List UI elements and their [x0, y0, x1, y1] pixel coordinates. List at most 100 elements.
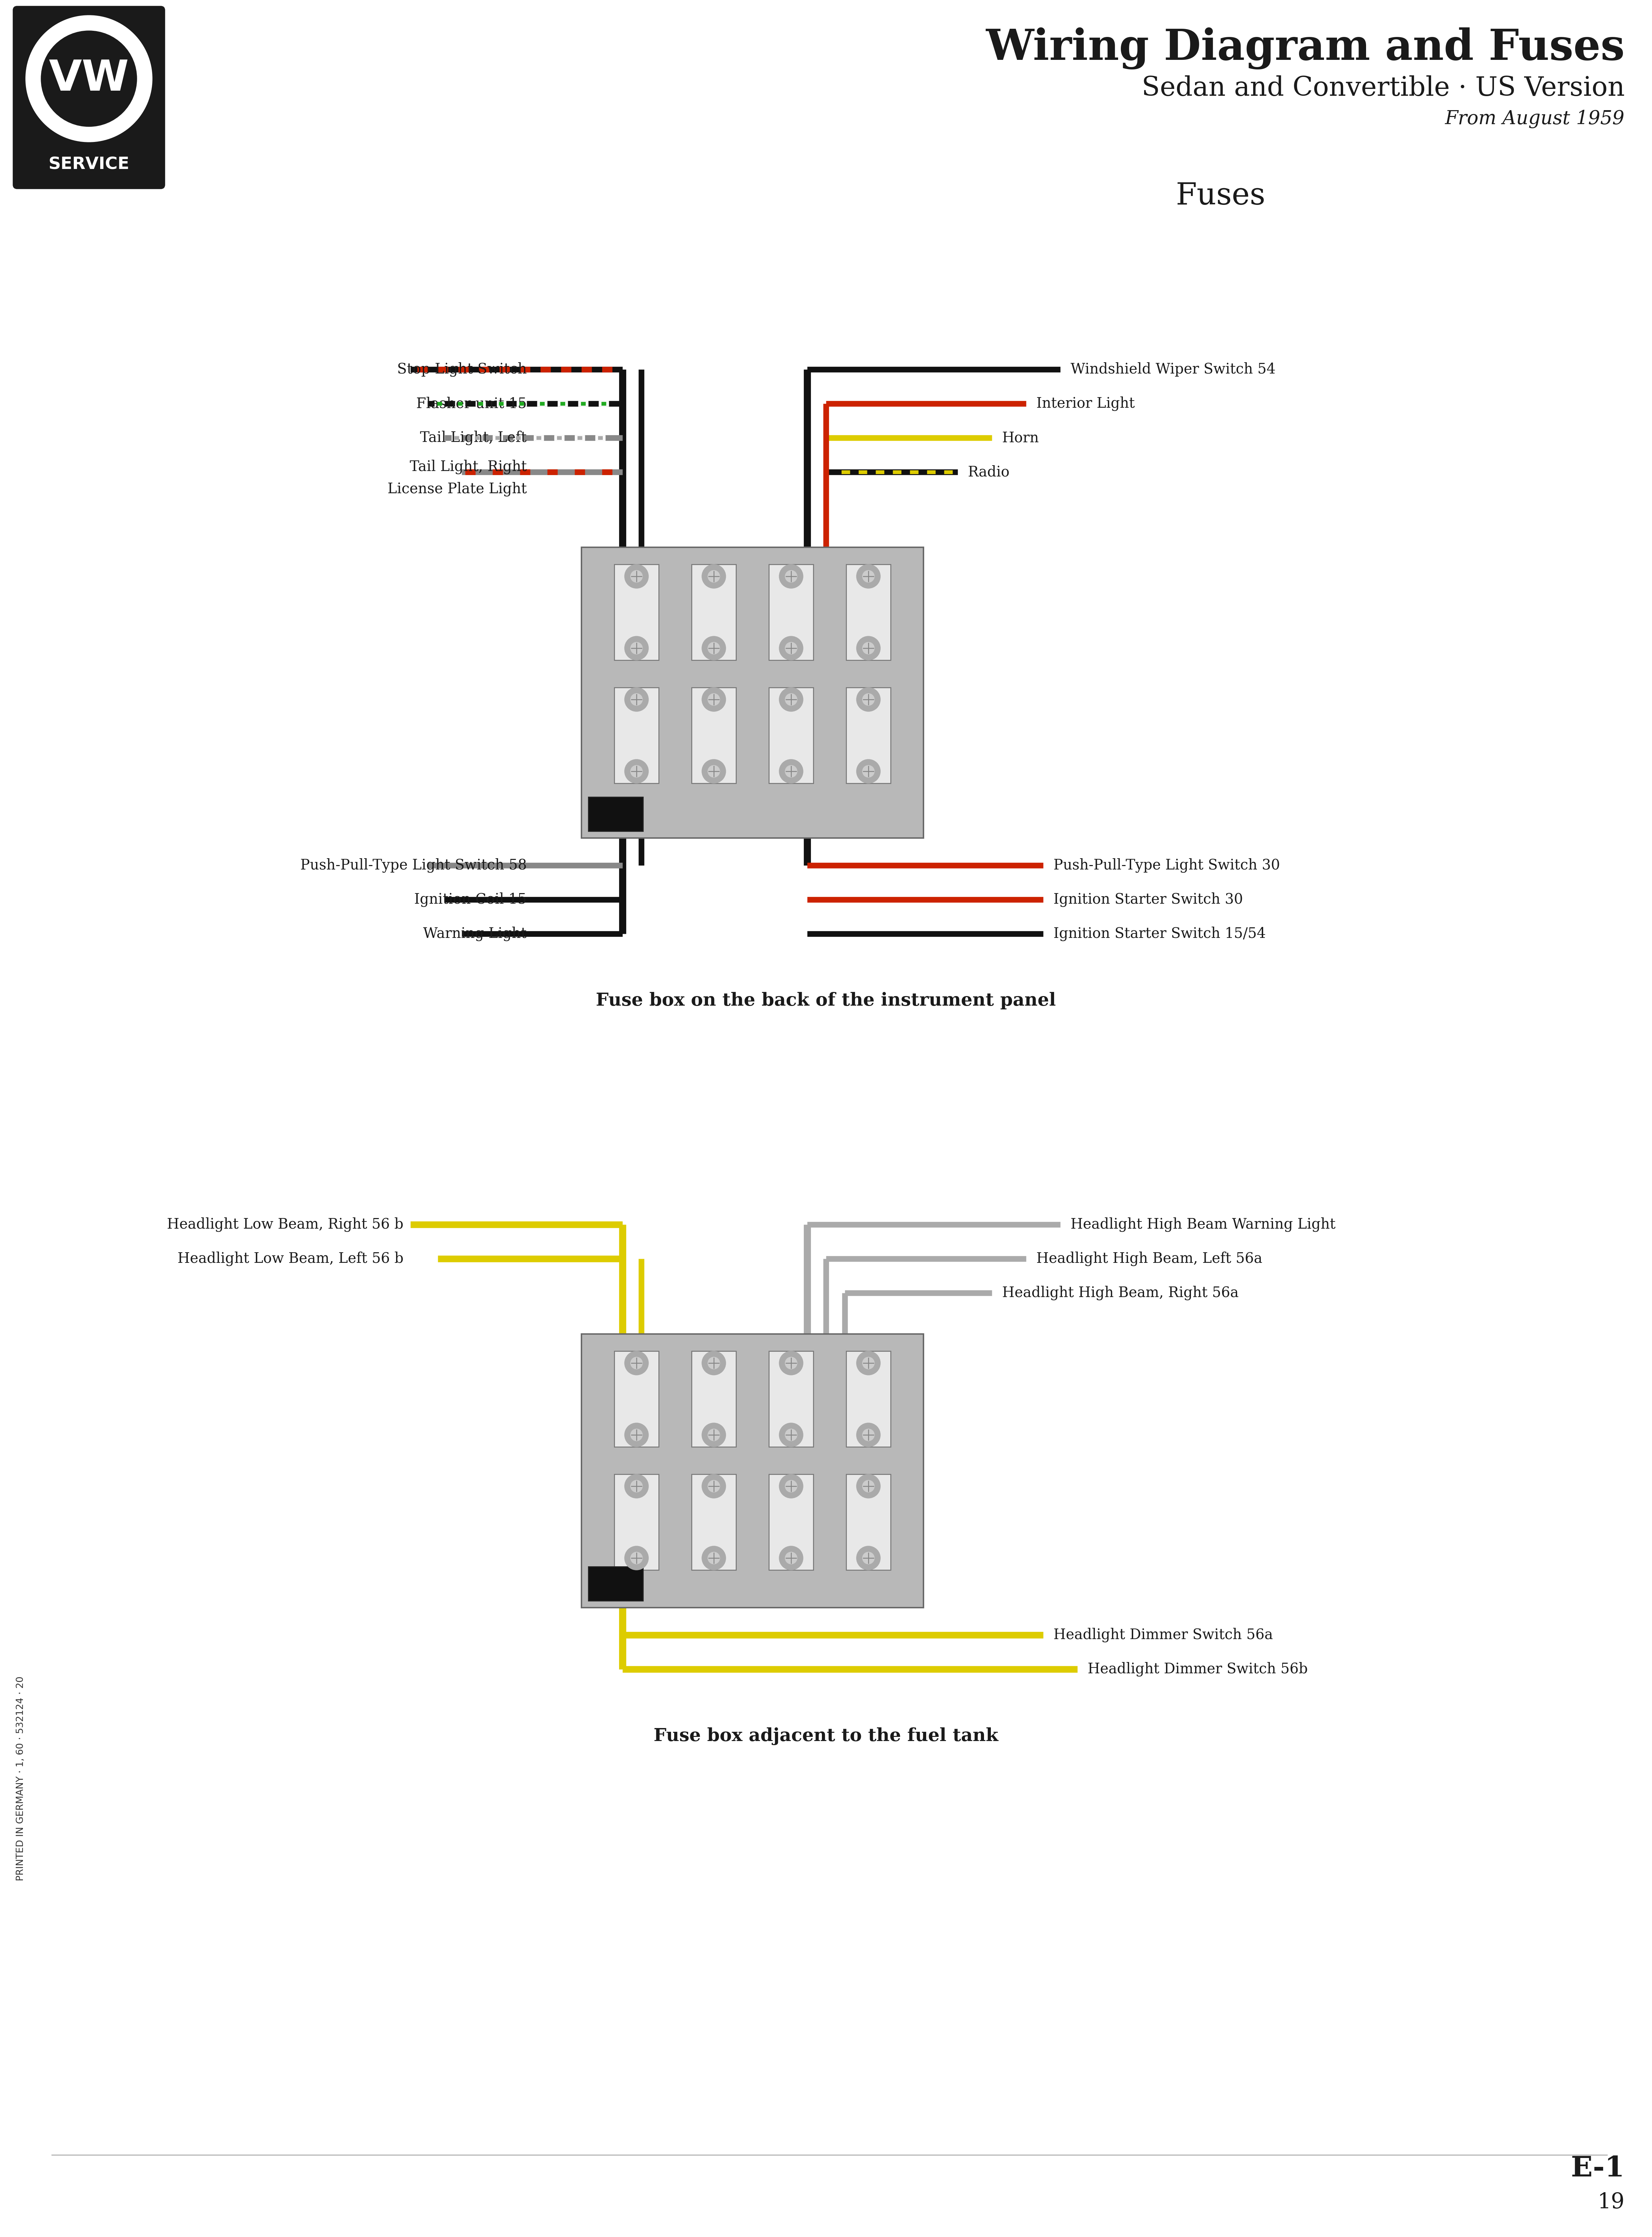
Circle shape — [41, 31, 137, 128]
Circle shape — [631, 693, 643, 705]
Circle shape — [707, 570, 720, 582]
Circle shape — [785, 1358, 798, 1369]
Circle shape — [785, 570, 798, 582]
Text: Headlight High Beam, Left 56a: Headlight High Beam, Left 56a — [1036, 1250, 1262, 1266]
Circle shape — [862, 642, 874, 653]
Circle shape — [780, 1474, 803, 1499]
Bar — [846, 564, 890, 660]
Text: Ignition Starter Switch 30: Ignition Starter Switch 30 — [1054, 893, 1242, 906]
Bar — [692, 687, 737, 783]
Circle shape — [862, 1552, 874, 1564]
Text: Horn: Horn — [1003, 432, 1039, 445]
Text: Headlight High Beam Warning Light: Headlight High Beam Warning Light — [1070, 1217, 1335, 1233]
Bar — [588, 796, 643, 832]
Text: Sedan and Convertible · US Version: Sedan and Convertible · US Version — [1142, 76, 1624, 101]
Text: Fuse box on the back of the instrument panel: Fuse box on the back of the instrument p… — [596, 991, 1056, 1009]
Circle shape — [707, 1552, 720, 1564]
Bar — [846, 687, 890, 783]
Circle shape — [856, 687, 881, 711]
Circle shape — [707, 765, 720, 776]
Text: Warning Light: Warning Light — [423, 926, 527, 942]
Circle shape — [856, 1546, 881, 1570]
Circle shape — [631, 765, 643, 776]
Bar — [615, 1351, 659, 1447]
Bar — [692, 1474, 737, 1570]
Circle shape — [780, 564, 803, 588]
Circle shape — [785, 765, 798, 776]
Text: E-1: E-1 — [1571, 2154, 1624, 2183]
Text: VW: VW — [50, 58, 129, 98]
Text: Headlight High Beam, Right 56a: Headlight High Beam, Right 56a — [1003, 1286, 1239, 1300]
Bar — [615, 687, 659, 783]
Circle shape — [856, 564, 881, 588]
Circle shape — [856, 635, 881, 660]
Circle shape — [862, 570, 874, 582]
Text: Push-Pull-Type Light Switch 58: Push-Pull-Type Light Switch 58 — [301, 859, 527, 872]
Bar — [768, 1474, 813, 1570]
Text: Headlight Low Beam, Left 56 b: Headlight Low Beam, Left 56 b — [177, 1250, 403, 1266]
Text: Flasher unit 15: Flasher unit 15 — [416, 396, 527, 412]
Circle shape — [785, 693, 798, 705]
Text: Headlight Dimmer Switch 56b: Headlight Dimmer Switch 56b — [1087, 1662, 1308, 1676]
Bar — [846, 1351, 890, 1447]
Circle shape — [707, 693, 720, 705]
Circle shape — [856, 1351, 881, 1376]
Bar — [692, 564, 737, 660]
Circle shape — [780, 758, 803, 783]
Circle shape — [702, 635, 725, 660]
Text: 19: 19 — [1597, 2192, 1624, 2212]
Circle shape — [785, 1552, 798, 1564]
Circle shape — [631, 570, 643, 582]
Circle shape — [862, 1429, 874, 1441]
Circle shape — [624, 758, 649, 783]
Bar — [768, 564, 813, 660]
Circle shape — [862, 1358, 874, 1369]
Text: Ignition Starter Switch 15/54: Ignition Starter Switch 15/54 — [1054, 926, 1265, 942]
Circle shape — [856, 758, 881, 783]
Bar — [582, 1333, 923, 1608]
Text: SERVICE: SERVICE — [48, 157, 129, 172]
Text: PRINTED IN GERMANY · 1, 60 · 532124 · 20: PRINTED IN GERMANY · 1, 60 · 532124 · 20 — [17, 1676, 25, 1881]
Circle shape — [707, 1358, 720, 1369]
Text: Fuse box adjacent to the fuel tank: Fuse box adjacent to the fuel tank — [654, 1727, 998, 1745]
Circle shape — [707, 1429, 720, 1441]
Text: Interior Light: Interior Light — [1036, 396, 1135, 412]
Circle shape — [702, 564, 725, 588]
Circle shape — [702, 1546, 725, 1570]
Bar — [692, 1351, 737, 1447]
Circle shape — [631, 1429, 643, 1441]
Bar — [846, 1474, 890, 1570]
Circle shape — [631, 1358, 643, 1369]
Circle shape — [624, 635, 649, 660]
Circle shape — [707, 1481, 720, 1492]
Text: Stop Light Switch: Stop Light Switch — [396, 362, 527, 376]
Text: License Plate Light: License Plate Light — [387, 481, 527, 497]
Circle shape — [702, 687, 725, 711]
Text: Wiring Diagram and Fuses: Wiring Diagram and Fuses — [986, 27, 1624, 69]
Text: Tail Light, Left: Tail Light, Left — [420, 430, 527, 445]
Circle shape — [631, 642, 643, 653]
Text: Ignition Coil 15: Ignition Coil 15 — [415, 893, 527, 906]
Bar — [582, 548, 923, 839]
Circle shape — [624, 564, 649, 588]
Bar — [768, 687, 813, 783]
Circle shape — [702, 758, 725, 783]
Text: Windshield Wiper Switch 54: Windshield Wiper Switch 54 — [1070, 362, 1275, 376]
Circle shape — [785, 1429, 798, 1441]
Circle shape — [624, 1351, 649, 1376]
Circle shape — [862, 1481, 874, 1492]
Circle shape — [631, 1552, 643, 1564]
Circle shape — [785, 1481, 798, 1492]
Circle shape — [780, 687, 803, 711]
Circle shape — [624, 1423, 649, 1447]
Text: Push-Pull-Type Light Switch 30: Push-Pull-Type Light Switch 30 — [1054, 859, 1280, 872]
Circle shape — [856, 1474, 881, 1499]
Bar — [588, 1566, 643, 1602]
Circle shape — [702, 1351, 725, 1376]
Circle shape — [862, 765, 874, 776]
Circle shape — [780, 1546, 803, 1570]
Bar — [615, 564, 659, 660]
Circle shape — [780, 635, 803, 660]
Circle shape — [780, 1423, 803, 1447]
Bar — [768, 1351, 813, 1447]
